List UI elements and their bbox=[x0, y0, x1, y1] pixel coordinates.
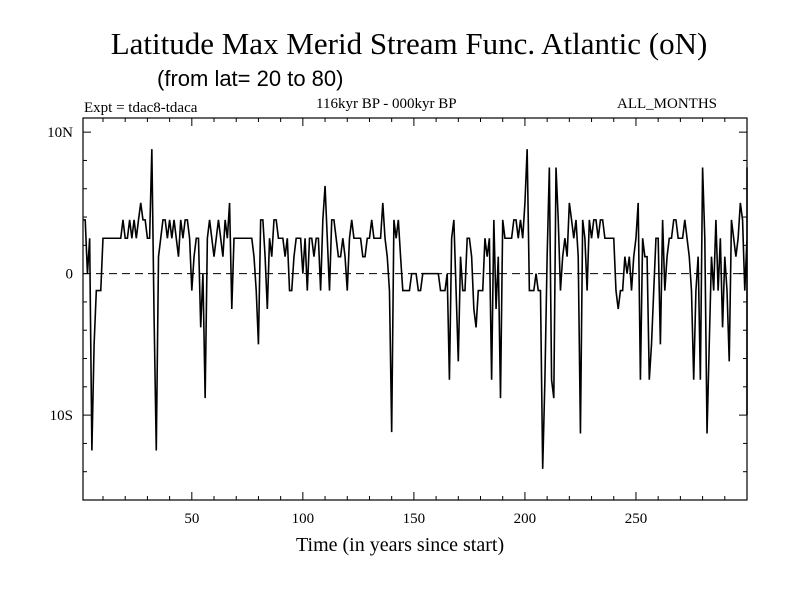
x-tick-label: 100 bbox=[292, 511, 315, 527]
y-tick-label: 10S bbox=[50, 408, 73, 424]
x-tick-label: 200 bbox=[514, 511, 537, 527]
months-label: ALL_MONTHS bbox=[617, 96, 717, 112]
x-tick-label: 50 bbox=[184, 511, 199, 527]
chart-subtitle: (from lat= 20 to 80) bbox=[157, 66, 344, 91]
axis-ticks bbox=[83, 118, 748, 501]
x-tick-label: 250 bbox=[625, 511, 648, 527]
experiment-label: Expt = tdac8-tdaca bbox=[84, 100, 198, 116]
y-tick-label: 10N bbox=[47, 125, 73, 141]
series-line bbox=[83, 149, 748, 469]
period-label: 116kyr BP - 000kyr BP bbox=[316, 96, 457, 112]
plot-frame bbox=[82, 117, 748, 501]
x-axis-label: Time (in years since start) bbox=[296, 534, 505, 556]
x-tick-label: 150 bbox=[403, 511, 426, 527]
series-group bbox=[83, 149, 748, 469]
tick-labels: 50 100 150 200 250 10N 0 10S bbox=[47, 125, 647, 527]
chart-title: Latitude Max Merid Stream Func. Atlantic… bbox=[110, 26, 708, 61]
y-tick-label: 0 bbox=[66, 267, 74, 283]
